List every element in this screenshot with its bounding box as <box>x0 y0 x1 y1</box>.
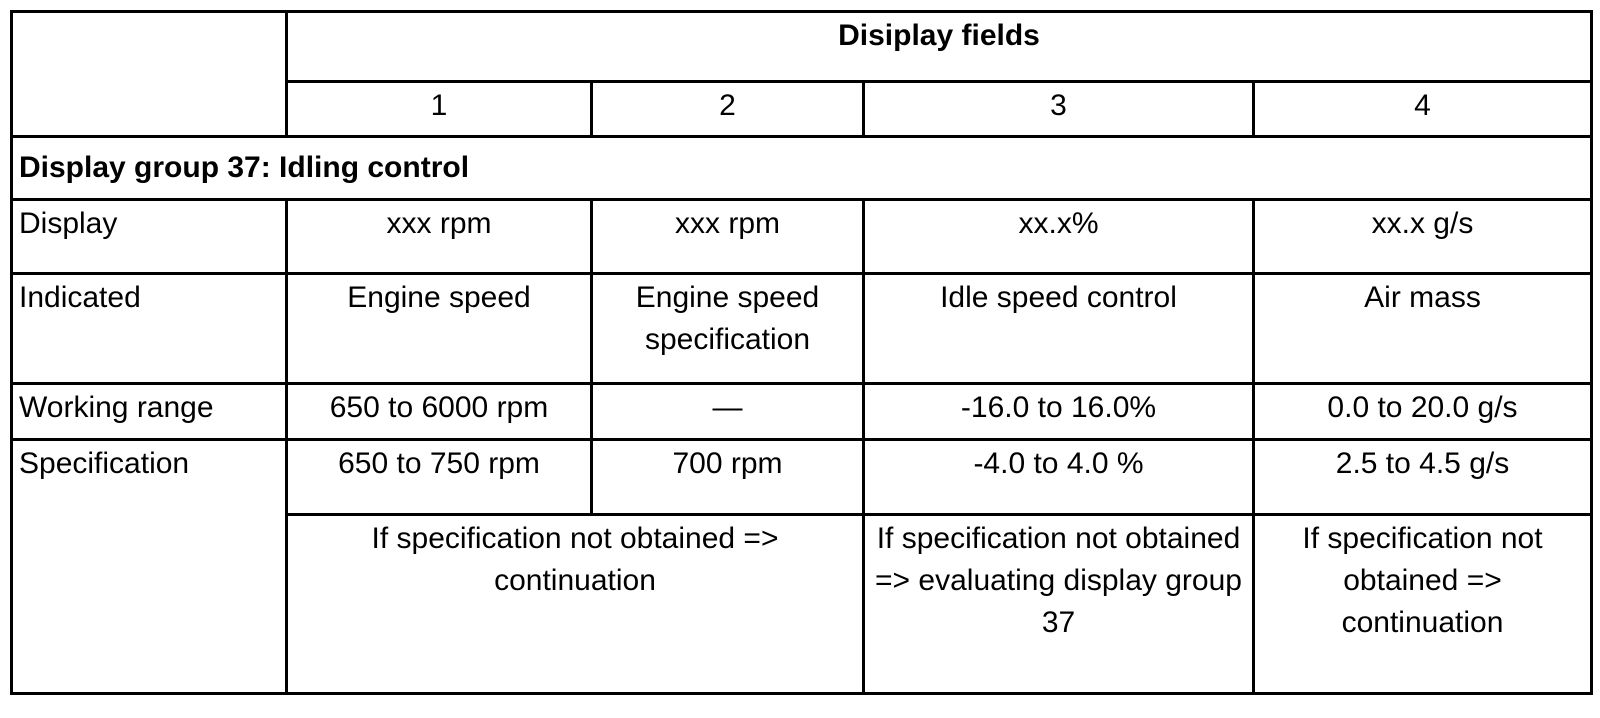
corner-cell <box>10 10 288 138</box>
cell: Idle speed control <box>862 272 1255 385</box>
row-label: Indicated <box>10 272 288 385</box>
row-label: Display <box>10 198 288 275</box>
cell: xxx rpm <box>285 198 593 275</box>
header-title: Disiplay fields <box>285 10 1593 83</box>
cell: xxx rpm <box>590 198 865 275</box>
cell: -4.0 to 4.0 % <box>862 438 1255 516</box>
row-label: Specification <box>10 438 288 695</box>
group-title: Display group 37: Idling control <box>10 135 1593 201</box>
column-number: 3 <box>862 80 1255 138</box>
cell: 650 to 6000 rpm <box>285 382 593 441</box>
column-number: 4 <box>1252 80 1593 138</box>
cell: Engine speed specification <box>590 272 865 385</box>
cell: 650 to 750 rpm <box>285 438 593 516</box>
cell: — <box>590 382 865 441</box>
note: If specification not obtained => continu… <box>285 513 865 695</box>
cell: 2.5 to 4.5 g/s <box>1252 438 1593 516</box>
cell: 0.0 to 20.0 g/s <box>1252 382 1593 441</box>
column-number: 2 <box>590 80 865 138</box>
cell: Air mass <box>1252 272 1593 385</box>
row-label: Working range <box>10 382 288 441</box>
note: If specification not obtained => continu… <box>1252 513 1593 695</box>
cell: Engine speed <box>285 272 593 385</box>
data-table: Disiplay fields 1 2 3 4 Display group 37… <box>10 10 1593 695</box>
note: If specification not obtained => evaluat… <box>862 513 1255 695</box>
cell: -16.0 to 16.0% <box>862 382 1255 441</box>
column-number: 1 <box>285 80 593 138</box>
cell: 700 rpm <box>590 438 865 516</box>
cell: xx.x g/s <box>1252 198 1593 275</box>
cell: xx.x% <box>862 198 1255 275</box>
